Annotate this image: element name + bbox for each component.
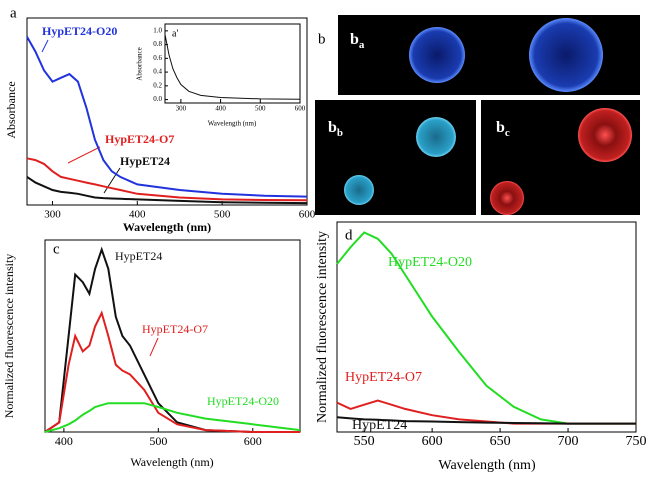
y-tick-label: 1.0 (153, 26, 162, 34)
x-tick-label: 300 (44, 209, 61, 221)
panel-label: ba (350, 31, 365, 51)
x-tick-label: 750 (626, 434, 647, 449)
y-tick-label: 0.2 (153, 81, 162, 89)
y-axis-label: Absorbance (136, 47, 144, 80)
droplet (344, 175, 374, 205)
panel-label: a (10, 5, 17, 21)
series-label: HypET24 (115, 249, 162, 263)
plot-frame (336, 221, 637, 433)
plot-frame (164, 23, 301, 104)
panel-label: bc (496, 119, 510, 139)
x-axis-label: Wavelength (nm) (438, 458, 536, 473)
y-tick-label: 0.6 (153, 54, 162, 62)
x-tick-label: 550 (354, 434, 375, 449)
series-label: HypET24 (120, 154, 170, 168)
x-tick-label: 500 (214, 209, 231, 221)
series-line (44, 310, 300, 433)
x-axis-label: Wavelength (nm) (130, 455, 213, 469)
label-sub: c (505, 127, 510, 139)
series-label: HypET24-O7 (105, 132, 174, 146)
panel-label: d (345, 227, 353, 243)
series-line (26, 157, 308, 202)
series-line (26, 176, 308, 205)
x-tick-label: 300 (176, 105, 187, 113)
x-tick-label: 400 (129, 209, 146, 221)
y-axis-label: Normalized fluorescence intensity (315, 231, 330, 423)
y-axis-label: Absorbance (4, 81, 18, 138)
plot-frame (26, 17, 308, 206)
label-main: b (496, 119, 505, 136)
x-tick-label: 700 (558, 434, 579, 449)
panel-b: b ba bb bc (315, 15, 640, 215)
series-label: HypET24-O20 (42, 24, 117, 38)
label-sub: a (359, 39, 365, 51)
panel-label: c (53, 241, 60, 257)
chart: a' Absorbance Wavelength (nm) 300 400 500 600 0… (136, 23, 306, 128)
series-label: HypET24-O20 (207, 394, 279, 408)
arrow (103, 167, 121, 194)
x-axis-label: Wavelength (nm) (123, 220, 211, 234)
x-tick-label: 600 (244, 434, 262, 448)
series-line (164, 34, 301, 100)
x-tick-label: 600 (422, 434, 443, 449)
series-line (336, 231, 636, 425)
panel-label: bb (328, 119, 343, 139)
plot-frame (44, 239, 301, 433)
x-tick-label: 500 (149, 434, 167, 448)
arrows (41, 39, 159, 357)
y-axis-label: Normalized fluorescence intensity (2, 254, 16, 419)
panel-label: b (318, 31, 326, 47)
x-tick-label: 500 (255, 105, 266, 113)
x-tick-label: 400 (55, 434, 73, 448)
series-label: HypET24-O20 (388, 255, 472, 270)
label-sub: b (337, 127, 343, 139)
droplet (529, 18, 603, 92)
label-main: b (350, 31, 359, 48)
droplet (490, 181, 524, 215)
x-tick-label: 600 (299, 209, 316, 221)
droplet (578, 108, 632, 162)
series-line (44, 246, 300, 433)
chart: d Normalized fluorescence intensity Wavele… (315, 221, 647, 473)
y-tick-label: 0.8 (153, 40, 162, 48)
label-main: b (328, 119, 337, 136)
y-tick-label: 0.4 (153, 68, 162, 76)
arrow (149, 337, 159, 357)
chart: a Absorbance Wavelength (nm) 300 400 500 600 Hy… (4, 5, 316, 233)
x-axis-label: Wavelength (nm) (208, 120, 257, 128)
droplet (409, 27, 465, 83)
chart: c Normalized fluorescence intensity Wavele… (2, 239, 301, 469)
series-line (336, 416, 636, 425)
x-tick-label: 650 (490, 434, 511, 449)
arrow (41, 39, 49, 53)
y-tick-label: 0.0 (153, 95, 162, 103)
panel-label: a' (172, 28, 178, 39)
series-line (44, 402, 301, 433)
series-line (26, 36, 308, 198)
series-label: HypET24-O7 (345, 370, 422, 385)
droplet (416, 117, 456, 157)
x-tick-label: 600 (295, 105, 306, 113)
arrow (67, 146, 101, 164)
series-label: HypET24 (352, 418, 407, 433)
image-bb (315, 100, 476, 215)
series-label: HypET24-O7 (142, 322, 208, 336)
x-tick-label: 400 (215, 105, 226, 113)
